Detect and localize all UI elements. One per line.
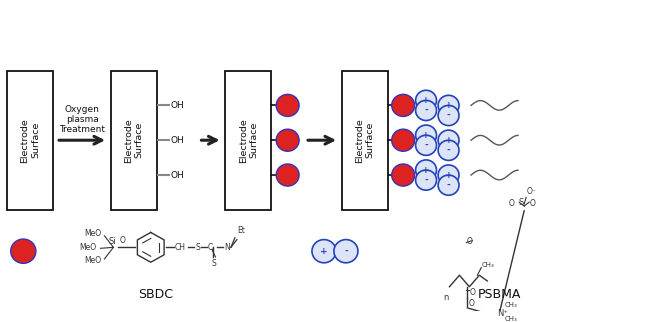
Bar xyxy=(7,71,53,210)
Circle shape xyxy=(415,100,437,120)
Text: C: C xyxy=(208,243,213,252)
Circle shape xyxy=(415,125,437,145)
Text: +: + xyxy=(422,166,430,175)
Text: CH: CH xyxy=(174,243,185,252)
Text: n: n xyxy=(443,293,448,302)
Text: O: O xyxy=(530,199,536,208)
Circle shape xyxy=(391,164,415,186)
Text: -: - xyxy=(446,146,450,155)
Text: OH: OH xyxy=(170,136,185,145)
Circle shape xyxy=(276,94,299,117)
Text: +: + xyxy=(445,136,452,145)
Text: Et: Et xyxy=(237,226,245,235)
Text: OH: OH xyxy=(170,171,185,180)
Text: S: S xyxy=(195,243,200,252)
Text: S: S xyxy=(212,259,216,268)
Text: PSBMA: PSBMA xyxy=(478,288,521,301)
Bar xyxy=(226,71,272,210)
Text: N: N xyxy=(224,243,229,252)
Circle shape xyxy=(11,239,36,263)
Circle shape xyxy=(415,170,437,190)
Circle shape xyxy=(312,240,336,263)
Text: Si: Si xyxy=(109,237,116,246)
Text: CH₃: CH₃ xyxy=(504,302,517,308)
Text: S: S xyxy=(518,198,524,207)
Text: -: - xyxy=(424,141,428,150)
Text: Electrode
Surface: Electrode Surface xyxy=(124,118,143,163)
Text: -: - xyxy=(424,106,428,115)
Text: O: O xyxy=(469,298,474,308)
Text: O: O xyxy=(469,288,475,297)
Circle shape xyxy=(276,164,299,186)
Text: O⁻: O⁻ xyxy=(526,187,536,196)
Text: MeO: MeO xyxy=(84,229,102,238)
Text: Electrode
Surface: Electrode Surface xyxy=(21,118,40,163)
Text: N⁺: N⁺ xyxy=(497,309,508,318)
Text: +: + xyxy=(320,247,328,256)
Circle shape xyxy=(438,140,459,160)
Text: MeO: MeO xyxy=(79,243,97,252)
Text: O: O xyxy=(508,199,514,208)
Circle shape xyxy=(438,130,459,150)
Text: Electrode
Surface: Electrode Surface xyxy=(238,118,258,163)
Text: Oxygen
plasma
Treatment: Oxygen plasma Treatment xyxy=(59,105,105,135)
Text: Electrode
Surface: Electrode Surface xyxy=(355,118,375,163)
Text: +: + xyxy=(445,101,452,110)
Text: MeO: MeO xyxy=(84,256,102,265)
Circle shape xyxy=(438,175,459,195)
Circle shape xyxy=(415,135,437,155)
Text: -: - xyxy=(446,111,450,120)
Circle shape xyxy=(391,129,415,151)
Text: -: - xyxy=(424,175,428,185)
Bar xyxy=(342,71,388,210)
Text: SBDC: SBDC xyxy=(138,288,173,301)
Circle shape xyxy=(438,165,459,185)
Text: O: O xyxy=(119,236,125,245)
Circle shape xyxy=(438,105,459,126)
Text: CH₃: CH₃ xyxy=(504,316,517,322)
Text: +: + xyxy=(445,171,452,180)
Circle shape xyxy=(334,240,358,263)
Text: CH₃: CH₃ xyxy=(481,261,494,268)
Circle shape xyxy=(276,129,299,151)
Bar xyxy=(111,71,157,210)
Text: -: - xyxy=(446,181,450,190)
Circle shape xyxy=(438,95,459,116)
Text: O: O xyxy=(467,237,472,246)
Text: -: - xyxy=(344,247,348,256)
Text: +: + xyxy=(422,96,430,105)
Text: OH: OH xyxy=(170,101,185,110)
Circle shape xyxy=(391,94,415,117)
Circle shape xyxy=(415,90,437,110)
Circle shape xyxy=(415,160,437,180)
Text: +: + xyxy=(422,131,430,140)
